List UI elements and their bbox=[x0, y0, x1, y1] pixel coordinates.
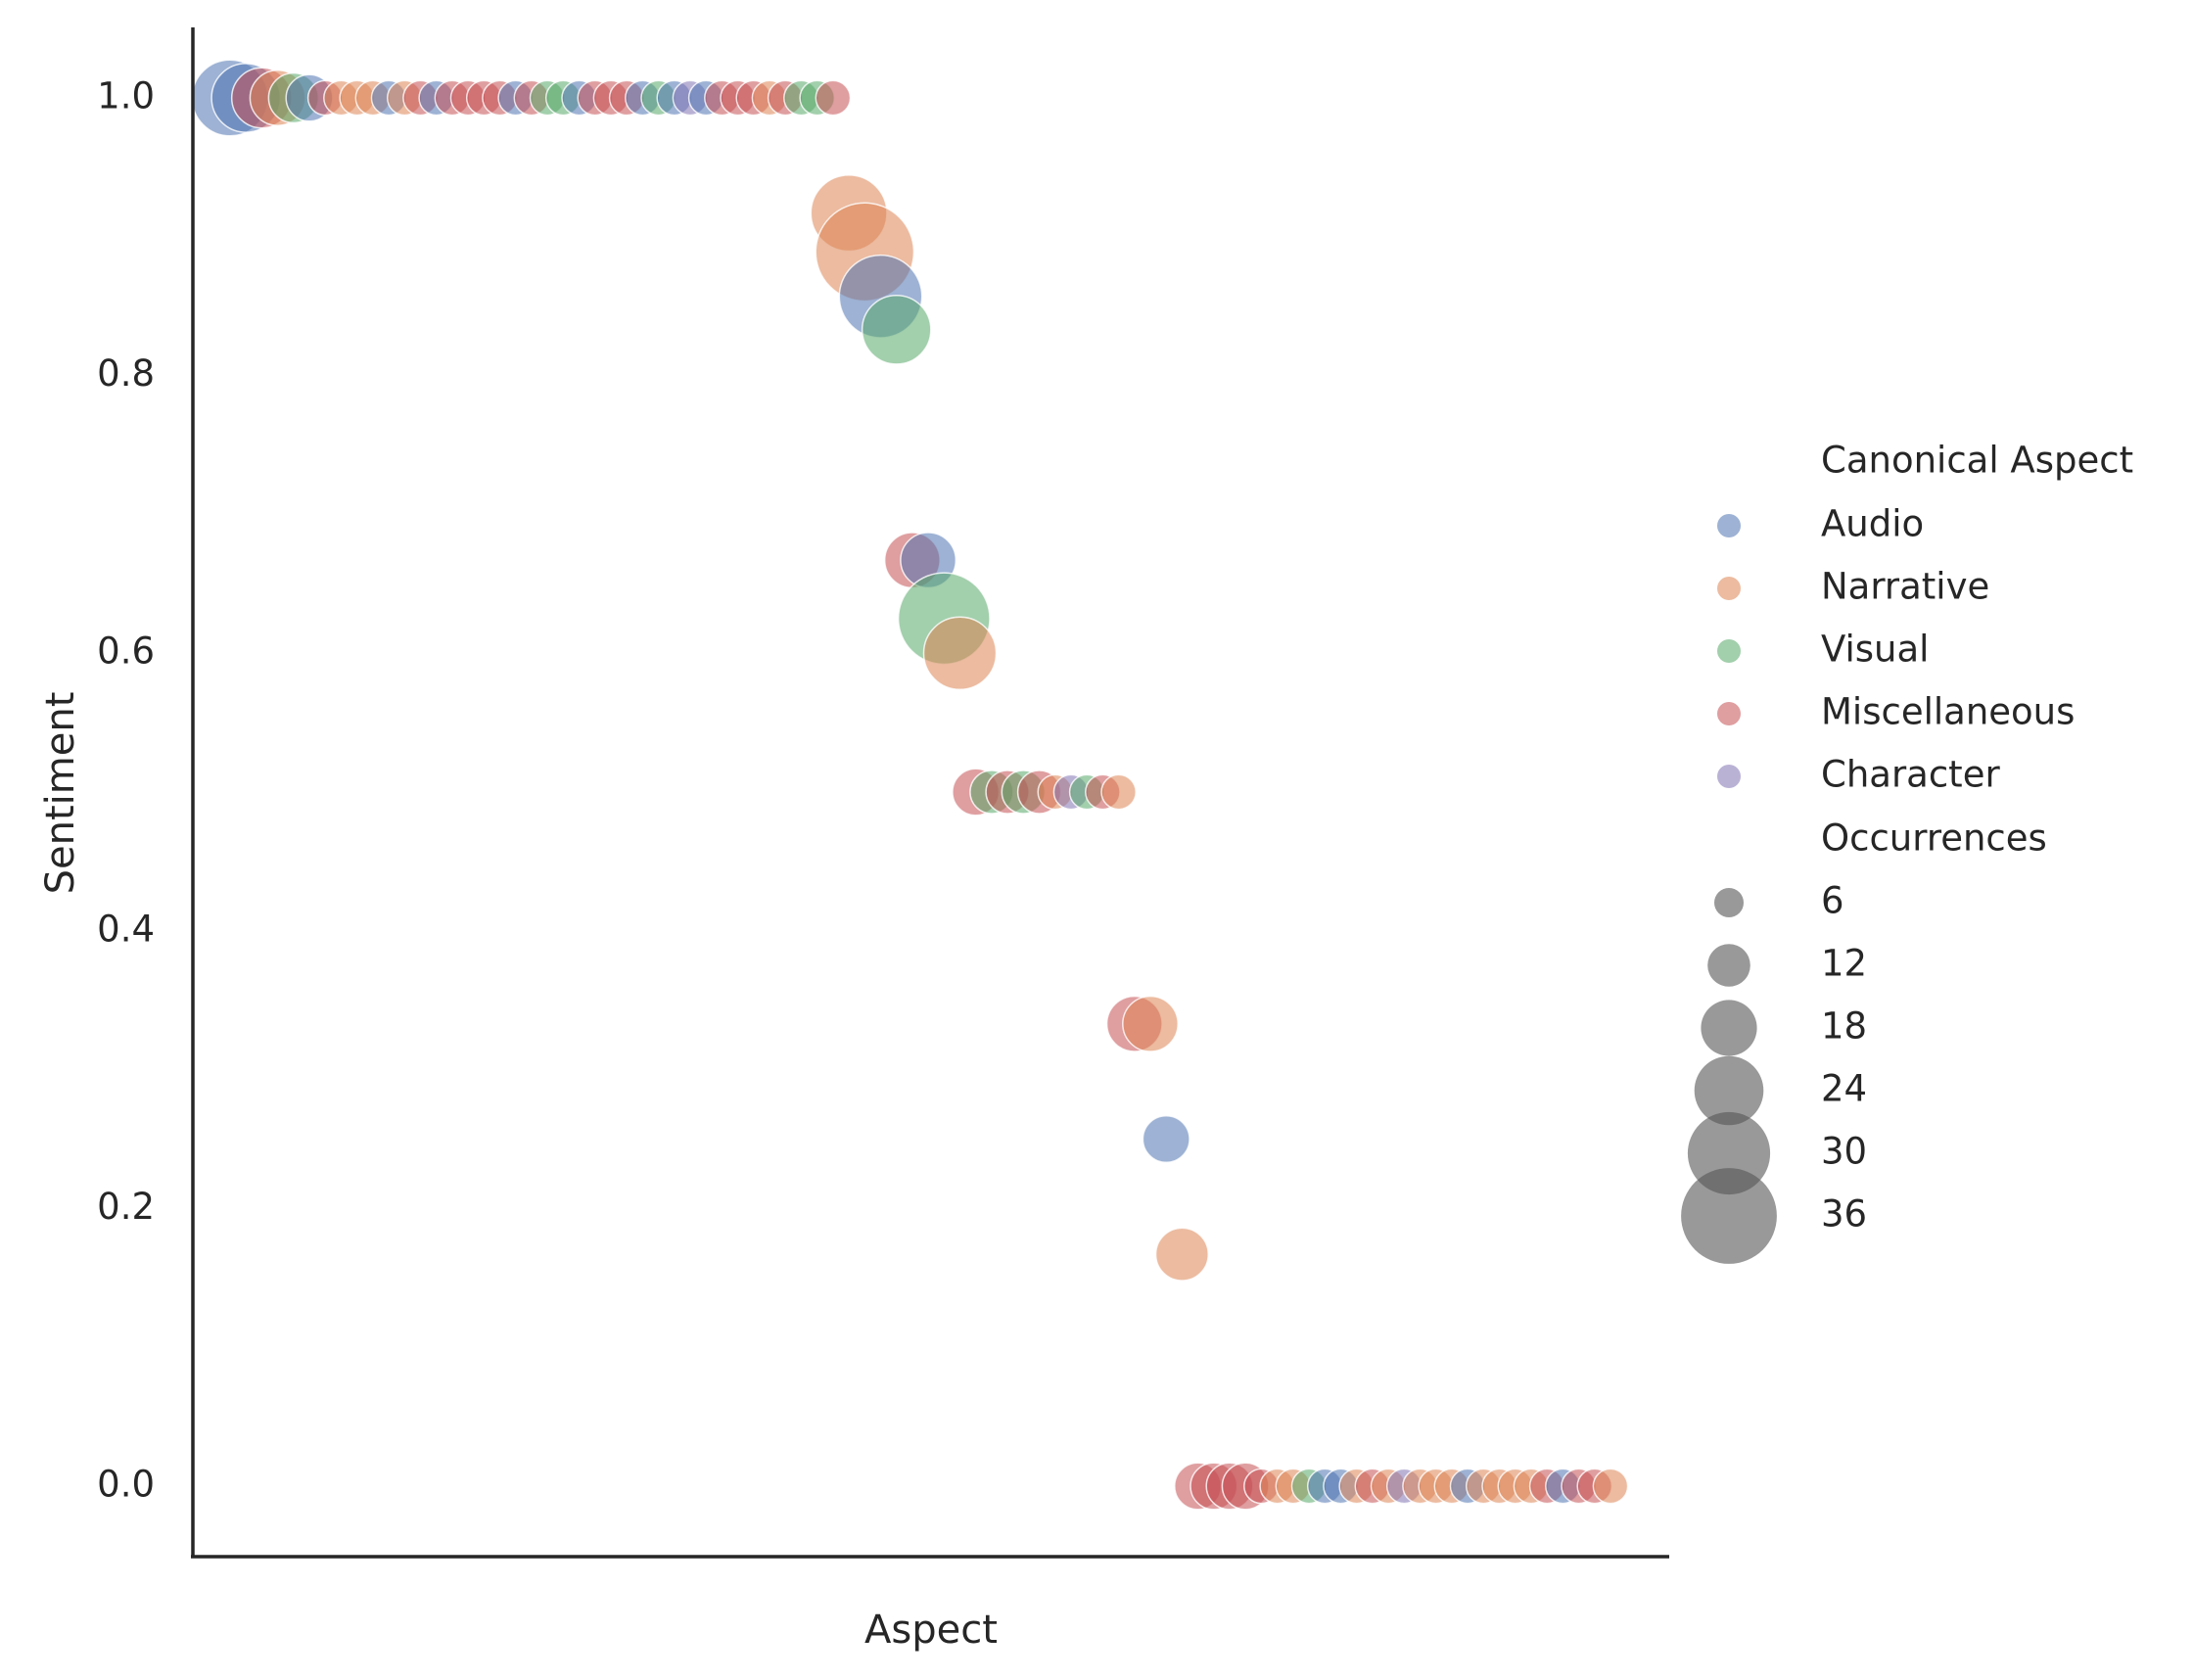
y-ticks: 0.0 0.2 0.4 0.6 0.8 1.0 bbox=[97, 75, 155, 1506]
legend-marker-miscellaneous bbox=[1717, 702, 1741, 725]
scatter-point-visual bbox=[861, 294, 932, 365]
legend: Canonical Aspect Audio Narrative Visual Mis… bbox=[1681, 440, 2133, 1264]
scatter-point-narrative bbox=[1154, 1227, 1209, 1282]
legend-size-label: 36 bbox=[1821, 1193, 1867, 1236]
scatter-point-narrative bbox=[1122, 995, 1179, 1052]
legend-label-narrative: Narrative bbox=[1821, 566, 1989, 608]
y-tick-label: 0.4 bbox=[97, 908, 155, 950]
legend-marker-visual bbox=[1717, 639, 1741, 663]
y-tick-label: 0.2 bbox=[97, 1186, 155, 1228]
legend-label-audio: Audio bbox=[1821, 503, 1924, 545]
legend-size-label: 6 bbox=[1821, 880, 1844, 922]
legend-label-miscellaneous: Miscellaneous bbox=[1821, 691, 2075, 733]
legend-size-label: 12 bbox=[1821, 943, 1867, 985]
legend-label-visual: Visual bbox=[1821, 629, 1929, 671]
legend-size-label: 18 bbox=[1821, 1005, 1867, 1048]
y-tick-label: 0.0 bbox=[97, 1464, 155, 1506]
y-tick-label: 0.6 bbox=[97, 630, 155, 673]
legend-size-marker bbox=[1707, 944, 1750, 987]
scatter-point-audio bbox=[1142, 1114, 1190, 1164]
scatter-point-narrative bbox=[922, 616, 998, 690]
legend-size-marker bbox=[1714, 888, 1744, 917]
axes-layer: 0.0 0.2 0.4 0.6 0.8 1.0 Sentiment Aspect bbox=[38, 27, 1669, 1653]
y-tick-label: 1.0 bbox=[97, 75, 155, 117]
legend-size-title: Occurrences bbox=[1821, 817, 2047, 860]
legend-size-items: 6 12 18 24 30 36 bbox=[1681, 880, 1867, 1264]
legend-size-label: 30 bbox=[1821, 1131, 1867, 1173]
legend-label-character: Character bbox=[1821, 754, 2000, 796]
legend-size-marker bbox=[1681, 1168, 1777, 1264]
legend-marker-narrative bbox=[1717, 577, 1741, 600]
legend-size-marker bbox=[1701, 1000, 1757, 1056]
x-axis-label: Aspect bbox=[864, 1608, 998, 1653]
points-layer bbox=[191, 59, 1629, 1511]
y-tick-label: 0.8 bbox=[97, 352, 155, 395]
scatter-point-miscellaneous bbox=[815, 79, 852, 117]
legend-marker-audio bbox=[1717, 514, 1741, 537]
legend-hue-items: Audio Narrative Visual Miscellaneous Charact… bbox=[1717, 503, 2075, 796]
scatter-point-narrative bbox=[1100, 773, 1137, 811]
y-axis-label: Sentiment bbox=[38, 692, 83, 895]
scatter-point-narrative bbox=[1592, 1468, 1629, 1505]
legend-marker-character bbox=[1717, 765, 1741, 788]
legend-size-marker bbox=[1694, 1055, 1764, 1126]
legend-size-label: 24 bbox=[1821, 1068, 1867, 1110]
legend-hue-title: Canonical Aspect bbox=[1821, 440, 2133, 482]
